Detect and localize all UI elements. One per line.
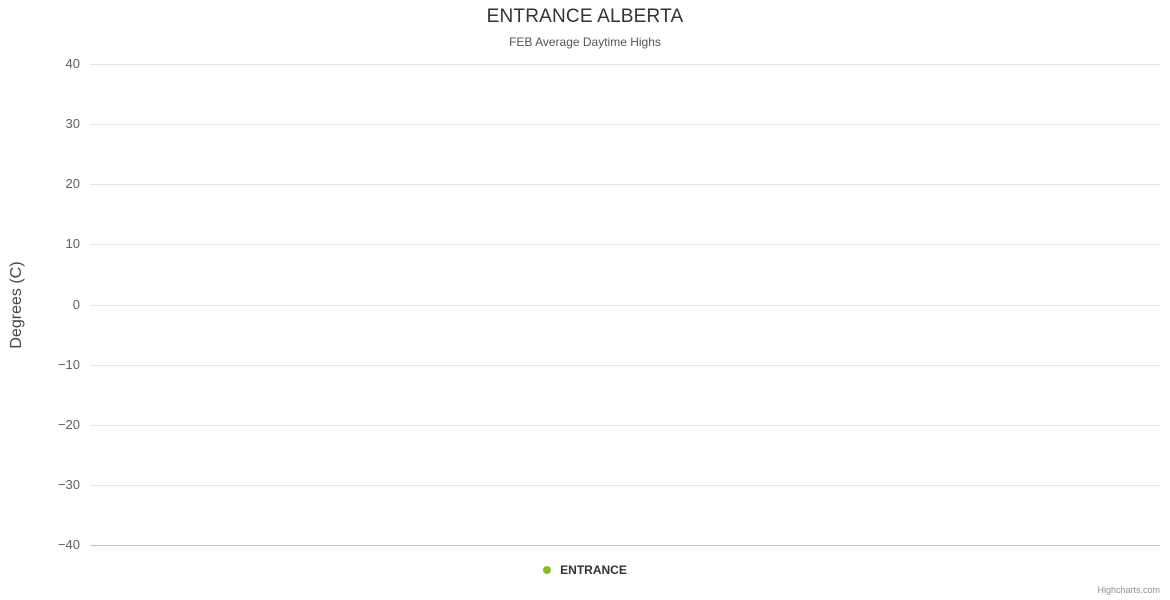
y-axis-tick-label: 20 bbox=[65, 176, 80, 191]
y-axis-tick-label: −30 bbox=[57, 477, 80, 492]
legend-item-label: ENTRANCE bbox=[560, 563, 627, 577]
credits-link[interactable]: Highcharts.com bbox=[1097, 585, 1160, 595]
y-axis-tick-label: −10 bbox=[57, 357, 80, 372]
legend-item-entrance[interactable]: ENTRANCE bbox=[543, 563, 627, 577]
gridline bbox=[90, 305, 1160, 306]
y-axis-tick-label: −40 bbox=[57, 537, 80, 552]
y-axis-tick-label: 0 bbox=[72, 297, 80, 312]
plot-area bbox=[90, 64, 1160, 546]
gridline bbox=[90, 124, 1160, 125]
chart-subtitle: FEB Average Daytime Highs bbox=[509, 35, 661, 49]
gridline bbox=[90, 365, 1160, 366]
chart-legend: ENTRANCE bbox=[0, 563, 1170, 577]
x-axis-line bbox=[90, 545, 1160, 546]
gridline bbox=[90, 485, 1160, 486]
y-axis-tick-label: 10 bbox=[65, 236, 80, 251]
gridline bbox=[90, 184, 1160, 185]
gridline bbox=[90, 244, 1160, 245]
gridline bbox=[90, 64, 1160, 65]
y-axis-tick-label: −20 bbox=[57, 417, 80, 432]
gridline bbox=[90, 425, 1160, 426]
chart-title: ENTRANCE ALBERTA bbox=[486, 6, 684, 27]
y-axis-tick-label: 30 bbox=[65, 116, 80, 131]
legend-marker-icon bbox=[543, 566, 552, 574]
y-axis-tick-label: 40 bbox=[65, 56, 80, 71]
